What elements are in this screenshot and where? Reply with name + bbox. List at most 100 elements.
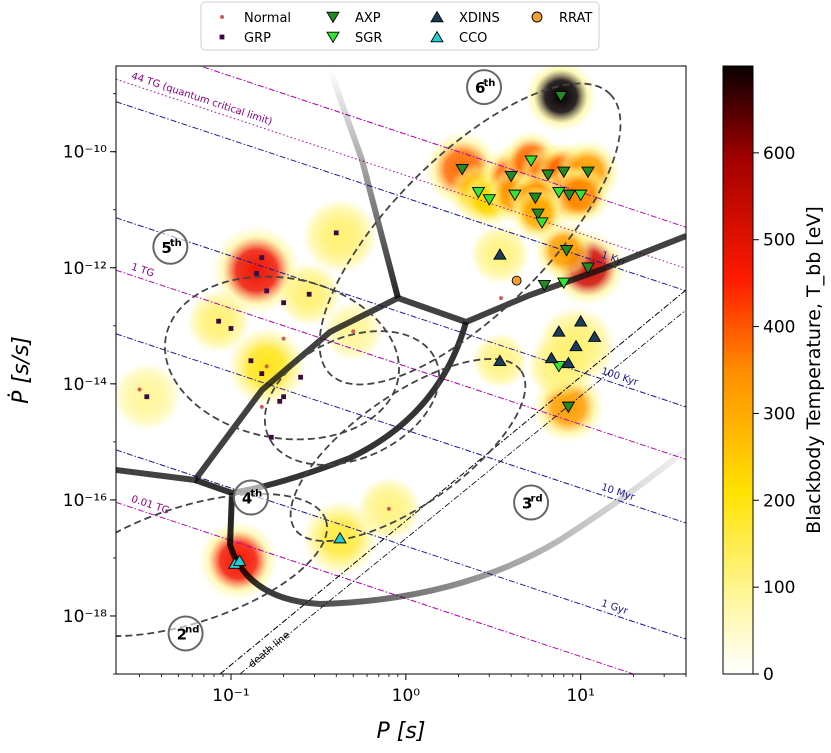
point-axp	[581, 166, 595, 179]
legend-marker-xdins	[430, 10, 444, 23]
axes: 10⁻¹ 10⁰ 10¹ 10⁻¹⁰ 10⁻¹² 10⁻¹⁴ 10⁻¹⁶ 10⁻¹⁸	[63, 93, 687, 706]
point-normal	[137, 387, 142, 392]
point-axp	[556, 166, 571, 179]
point-normal	[281, 336, 286, 341]
point-rrat	[511, 275, 522, 286]
colorbar-tick-label: 500	[763, 231, 795, 251]
y-tick-label: 10⁻¹⁰	[63, 143, 107, 163]
point-grp	[254, 271, 259, 276]
field-line-1	[116, 78, 686, 269]
point-xdins	[493, 354, 507, 367]
region-label-circle	[152, 228, 189, 265]
point-axp	[562, 189, 577, 202]
point-xdins	[561, 356, 576, 369]
legend-label-xdins: XDINS	[459, 11, 500, 26]
legend-label-grp: GRP	[244, 31, 271, 46]
plot-frame	[115, 65, 687, 675]
point-normal	[498, 296, 503, 301]
y-tick-label: 10⁻¹²	[63, 259, 107, 279]
point-xdins	[544, 351, 559, 364]
colorbar-tick-label: 400	[763, 318, 795, 338]
legend-label-normal: Normal	[244, 11, 291, 26]
track-bottom-branch	[226, 447, 686, 608]
legend-box	[200, 1, 600, 51]
point-grp	[259, 371, 265, 377]
region-label-circle	[513, 484, 550, 521]
death-line-lower	[239, 309, 686, 674]
region-ellipses	[116, 82, 622, 637]
field-line-2	[116, 269, 686, 460]
colorbar-tick-label: 300	[763, 404, 795, 424]
point-sgr	[471, 187, 486, 199]
region-label-3: 3	[522, 495, 532, 513]
point-grp	[144, 394, 150, 400]
point-sgr	[524, 155, 538, 167]
region-label-sup: th	[484, 78, 496, 89]
point-sgr	[482, 194, 497, 206]
y-tick-label: 10⁻¹⁶	[63, 491, 107, 511]
region-2-ellipse	[116, 493, 328, 637]
death-line	[219, 289, 686, 674]
point-xdins	[493, 248, 507, 260]
age-line-0	[116, 101, 686, 292]
point-sgr	[556, 277, 571, 290]
point-grp	[268, 434, 274, 440]
y-axis-title: Ṗ [s/s]	[8, 336, 34, 404]
point-sgr	[535, 217, 549, 229]
point-grp	[298, 374, 303, 380]
point-grp	[228, 326, 234, 331]
legend-label-sgr: SGR	[355, 31, 382, 46]
point-axp	[531, 208, 545, 221]
colorbar	[722, 65, 754, 675]
legend-label-axp: AXP	[355, 11, 381, 26]
field-line-0	[198, 66, 686, 228]
track-main-branch	[116, 233, 686, 484]
point-sgr	[508, 189, 522, 202]
point-normal	[351, 329, 356, 334]
colorbar-tick-label: 100	[763, 578, 795, 598]
region-label-circle	[232, 479, 269, 516]
region-label-6: 6	[475, 79, 485, 97]
point-normal	[264, 364, 269, 369]
point-cco	[232, 554, 247, 566]
point-axp	[559, 245, 574, 257]
region-label-circle	[466, 69, 503, 106]
point-xdins	[569, 339, 583, 352]
point-grp	[281, 394, 287, 400]
point-grp	[216, 318, 222, 324]
age-line-1	[116, 217, 686, 408]
region-label-sup: th	[250, 489, 262, 500]
colorbar-ticks: 0 100 200 300 400 500 600	[753, 144, 795, 685]
point-axp	[581, 262, 595, 275]
point-grp	[281, 300, 287, 306]
point-cco	[333, 531, 347, 544]
x-tick-label: 10⁻¹	[212, 686, 249, 706]
region-4-ellipse	[263, 330, 441, 466]
region-label-sup: th	[170, 238, 182, 249]
legend-marker-cco	[430, 30, 444, 43]
region-3-ellipse	[289, 358, 527, 542]
colorbar-tick-label: 200	[763, 491, 795, 511]
point-normal	[386, 506, 391, 511]
region-label-2: 2	[177, 625, 187, 643]
x-tick-label: 10¹	[566, 686, 594, 706]
colorbar-tick-label: 0	[763, 665, 774, 685]
track-top-branch	[327, 68, 401, 299]
region-6-ellipse	[318, 82, 622, 386]
point-sgr	[552, 361, 566, 373]
legend-label-cco: CCO	[459, 31, 487, 46]
legend-label-rrat: RRAT	[559, 11, 592, 26]
legend-marker-sgr	[326, 31, 340, 44]
field-line-label: 100 TG	[130, 30, 168, 52]
point-xdins	[552, 325, 566, 337]
point-axp	[528, 192, 543, 205]
x-tick-label: 10⁰	[392, 686, 421, 706]
point-grp	[264, 288, 270, 294]
point-axp	[537, 280, 552, 292]
region-label-sup: nd	[185, 624, 199, 635]
legend: Normal GRP AXP SGR XDINS CCO RRAT	[200, 1, 600, 51]
point-axp	[541, 169, 555, 182]
colorbar-tick-label: 600	[763, 144, 795, 164]
